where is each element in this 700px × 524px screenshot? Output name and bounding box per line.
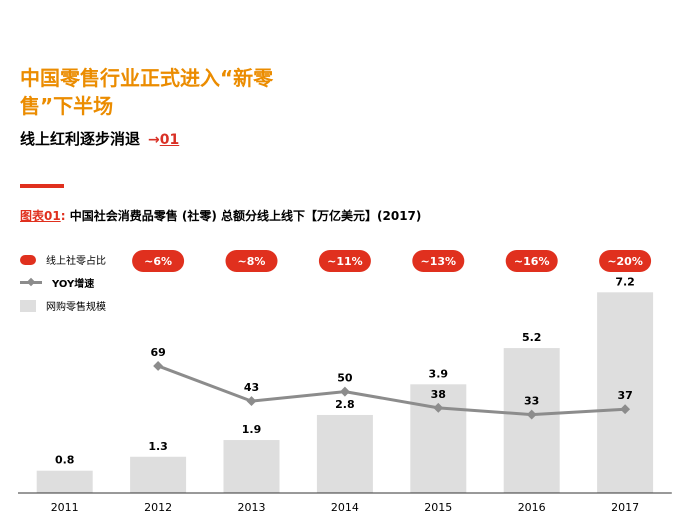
share-badge-label: ~16% bbox=[514, 255, 550, 268]
yoy-point bbox=[620, 404, 631, 415]
share-badge-label: ~11% bbox=[327, 255, 363, 268]
share-badge bbox=[412, 250, 465, 272]
yoy-value-label: 38 bbox=[431, 388, 446, 401]
yoy-series-line bbox=[157, 364, 626, 417]
figure-title-text: 中国社会消费品零售 (社零) 总额分线上线下【万亿美元】(2017) bbox=[65, 209, 422, 223]
bar-value-label: 0.8 bbox=[55, 454, 75, 467]
bar-value-label: 3.9 bbox=[429, 367, 449, 380]
bar bbox=[316, 414, 373, 493]
x-tick-label: 2014 bbox=[331, 501, 359, 514]
figure-colon: : bbox=[60, 209, 66, 223]
legend-label-scale: 网购零售规模 bbox=[46, 302, 106, 313]
x-tick-label: 2017 bbox=[611, 501, 639, 514]
legend-item-scale: 网购零售规模 bbox=[20, 298, 106, 313]
red-pill-icon bbox=[20, 254, 36, 265]
share-badge-label: ~6% bbox=[144, 255, 172, 268]
yoy-point bbox=[153, 361, 164, 371]
line-marker-icon bbox=[20, 281, 42, 284]
legend-label-share: 线上社零占比 bbox=[46, 256, 106, 267]
arrow-right-icon: → bbox=[148, 132, 160, 148]
yoy-point bbox=[433, 402, 444, 413]
legend-item-yoy: YOY增速 bbox=[20, 275, 94, 290]
x-tick-label: 2016 bbox=[518, 501, 546, 514]
yoy-value-label: 43 bbox=[244, 381, 259, 394]
yoy-value-label: 37 bbox=[617, 389, 632, 402]
share-badge bbox=[318, 250, 371, 272]
yoy-value-label: 69 bbox=[150, 346, 165, 359]
share-badge-label: ~13% bbox=[421, 255, 457, 268]
yoy-point bbox=[526, 409, 537, 420]
share-badge bbox=[599, 250, 652, 272]
bar bbox=[223, 440, 280, 493]
share-badge-label: ~8% bbox=[238, 255, 266, 268]
bar bbox=[597, 292, 654, 493]
yoy-point bbox=[339, 386, 350, 397]
bar bbox=[36, 470, 93, 493]
subtitle-text: 线上红利逐步消退 bbox=[20, 130, 141, 148]
legend-label-yoy: YOY增速 bbox=[52, 279, 95, 290]
figure-title: 图表01: 中国社会消费品零售 (社零) 总额分线上线下【万亿美元】(2017) bbox=[20, 207, 421, 224]
share-badge bbox=[132, 250, 185, 272]
bar-value-label: 1.9 bbox=[242, 423, 262, 436]
share-badge-label: ~20% bbox=[607, 255, 643, 268]
subtitle-reference-number: 01 bbox=[159, 132, 180, 148]
share-badge bbox=[505, 250, 558, 272]
gray-box-icon bbox=[20, 299, 36, 312]
legend-item-share: 线上社零占比 bbox=[20, 252, 106, 267]
yoy-value-label: 50 bbox=[337, 372, 353, 385]
bar bbox=[503, 348, 560, 493]
x-tick-label: 2012 bbox=[144, 501, 172, 514]
bar-value-label: 5.2 bbox=[522, 331, 542, 344]
bar-value-label: 2.8 bbox=[335, 398, 355, 411]
share-badge bbox=[225, 250, 278, 272]
section-divider bbox=[20, 184, 64, 188]
bar-value-label: 1.3 bbox=[148, 440, 168, 453]
x-tick-label: 2011 bbox=[51, 501, 79, 514]
bar-value-label: 7.2 bbox=[615, 275, 635, 288]
page-subtitle: 线上红利逐步消退 →01 bbox=[20, 128, 179, 149]
bar bbox=[130, 456, 187, 493]
yoy-point bbox=[246, 396, 257, 407]
x-tick-label: 2013 bbox=[238, 501, 266, 514]
subtitle-reference-link[interactable]: →01 bbox=[148, 132, 179, 148]
page-title: 中国零售行业正式进入“新零售”下半场 bbox=[20, 66, 274, 118]
bar bbox=[410, 384, 467, 493]
x-tick-label: 2015 bbox=[424, 501, 452, 514]
yoy-value-label: 33 bbox=[524, 395, 539, 408]
figure-label: 图表01 bbox=[20, 209, 61, 223]
